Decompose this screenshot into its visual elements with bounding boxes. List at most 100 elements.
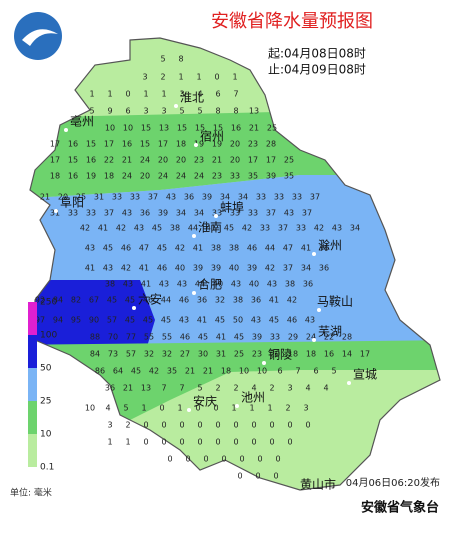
rain-value: 0 — [143, 438, 148, 447]
rain-value: 21 — [249, 124, 259, 133]
rain-value: 1 — [231, 404, 236, 413]
rain-value: 38 — [233, 296, 243, 305]
rain-value: 41 — [139, 264, 149, 273]
rain-value: 41 — [141, 280, 151, 289]
rain-value: 41 — [85, 264, 95, 273]
rain-value: 44 — [161, 296, 171, 305]
city-label: 芜湖 — [318, 324, 342, 339]
rain-value: 73 — [108, 350, 118, 359]
rain-value: 21 — [122, 156, 132, 165]
rain-value: 36 — [184, 193, 194, 202]
legend-level: 10 — [40, 430, 52, 440]
city-label: 滁州 — [318, 238, 342, 253]
rain-value: 0 — [237, 472, 242, 481]
issued-time: 04月06日06:20发布 — [346, 476, 440, 489]
city-label: 淮南 — [198, 220, 222, 235]
rain-value: 20 — [58, 193, 68, 202]
rain-value: 45 — [103, 244, 113, 253]
province-border — [29, 37, 441, 491]
rain-value: 23 — [194, 156, 204, 165]
rain-value: 15 — [195, 124, 205, 133]
rain-value: 7 — [179, 384, 184, 393]
rain-value: 39 — [211, 264, 221, 273]
rain-value: 4 — [251, 384, 256, 393]
city-dot — [54, 209, 58, 213]
legend-swatch — [28, 368, 37, 401]
rain-value: 39 — [193, 264, 203, 273]
rain-value: 70 — [108, 333, 118, 342]
rain-value: 0 — [257, 455, 262, 464]
rain-value: 43 — [267, 280, 277, 289]
rain-value: 36 — [105, 384, 115, 393]
rain-value: 24 — [140, 156, 150, 165]
rain-value: 1 — [249, 404, 254, 413]
rain-value: 37 — [302, 209, 312, 218]
rain-value: 57 — [107, 316, 117, 325]
rain-value: 40 — [229, 264, 239, 273]
city-label: 阜阳 — [60, 196, 84, 210]
rain-value: 18 — [221, 367, 231, 376]
rain-value: 21 — [203, 367, 213, 376]
end-time: 止:04月09日08时 — [268, 63, 366, 77]
rain-value: 82 — [71, 296, 81, 305]
rain-value: 0 — [159, 404, 164, 413]
rain-value: 45 — [152, 224, 162, 233]
legend-swatch — [28, 335, 37, 368]
city-dot — [192, 291, 196, 295]
rain-value: 36 — [319, 244, 329, 253]
rain-value: 18 — [104, 172, 114, 181]
city-label: 蚌埠 — [220, 201, 244, 215]
rain-value: 6 — [277, 367, 282, 376]
rain-value: 20 — [230, 156, 240, 165]
rain-value: 10 — [257, 367, 267, 376]
rain-value: 0 — [185, 455, 190, 464]
rain-value: 25 — [76, 193, 86, 202]
city-dot — [347, 381, 351, 385]
city-label: 合肥 — [198, 277, 222, 292]
rain-value: 0 — [233, 421, 238, 430]
rain-value: 37 — [278, 224, 288, 233]
rain-value: 4 — [323, 384, 328, 393]
rain-value: 5 — [197, 384, 202, 393]
rain-value: 16 — [122, 140, 132, 149]
rain-value: 28 — [342, 333, 352, 342]
rain-value: 2 — [269, 384, 274, 393]
rain-value: 4 — [305, 384, 310, 393]
rain-value: 43 — [284, 209, 294, 218]
rain-value: 41 — [216, 333, 226, 342]
rain-value: 27 — [180, 350, 190, 359]
rain-value: 50 — [233, 316, 243, 325]
city-label: 马鞍山 — [317, 294, 353, 309]
rain-value: 17 — [50, 156, 60, 165]
rain-value: 0 — [275, 455, 280, 464]
rain-value: 38 — [285, 280, 295, 289]
rain-value: 18 — [176, 140, 186, 149]
rain-value: 45 — [157, 244, 167, 253]
rain-value: 17 — [158, 140, 168, 149]
rain-value: 2 — [215, 384, 220, 393]
rain-value: 43 — [305, 316, 315, 325]
rain-value: 0 — [251, 421, 256, 430]
rain-value: 33 — [230, 172, 240, 181]
rain-value: 33 — [296, 224, 306, 233]
rain-value: 3 — [303, 404, 308, 413]
rain-value: 3 — [179, 90, 184, 99]
rain-value: 37 — [283, 264, 293, 273]
rain-value: 34 — [350, 224, 360, 233]
rain-value: 3 — [107, 421, 112, 430]
rain-value: 33 — [248, 209, 258, 218]
rain-value: 41 — [301, 244, 311, 253]
rain-value: 44 — [188, 224, 198, 233]
rain-value: 14 — [342, 350, 352, 359]
rain-value: 32 — [144, 350, 154, 359]
rain-value: 34 — [194, 209, 204, 218]
rain-value: 38 — [229, 244, 239, 253]
rain-value: 36 — [319, 264, 329, 273]
rain-value: 16 — [86, 156, 96, 165]
rain-value: 10 — [85, 404, 95, 413]
rain-value: 0 — [197, 438, 202, 447]
rain-value: 42 — [287, 296, 297, 305]
rain-value: 43 — [122, 209, 132, 218]
rain-value: 23 — [248, 140, 258, 149]
rain-value: 42 — [265, 264, 275, 273]
